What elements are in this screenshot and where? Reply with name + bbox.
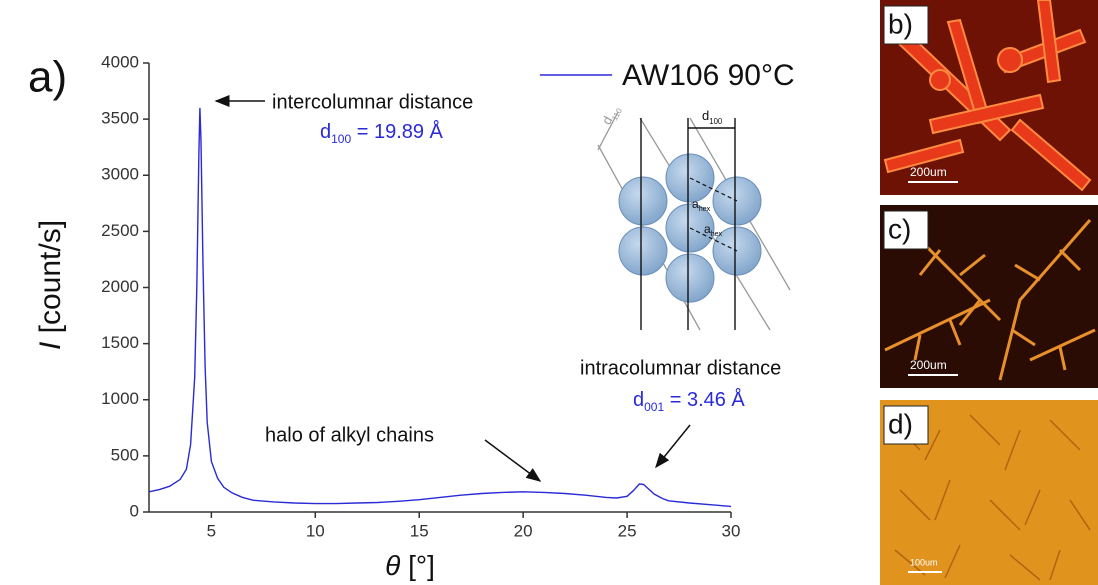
d-sub: 100 bbox=[709, 117, 723, 126]
d-value: = 3.46 Å bbox=[664, 388, 745, 411]
inset-label: d100 bbox=[702, 108, 723, 125]
a-sub: hex bbox=[711, 229, 723, 238]
y-tick-label: 4000 bbox=[101, 52, 139, 71]
panel-label: a) bbox=[28, 53, 67, 102]
annotation: intracolumnar distance bbox=[580, 357, 781, 379]
figure: a) I [count/s] θ [°] intercolumnar dista… bbox=[0, 0, 1098, 585]
d-symbol: d bbox=[633, 389, 644, 411]
x-label-unit: [°] bbox=[408, 550, 435, 581]
x-tick-label: 25 bbox=[618, 521, 637, 540]
a-sub: hex bbox=[699, 204, 711, 213]
d-symbol: d bbox=[702, 108, 709, 123]
y-axis-label: I [count/s] bbox=[34, 220, 67, 350]
y-label-symbol: I bbox=[34, 342, 67, 350]
panel-label: b) bbox=[888, 8, 913, 39]
y-tick-label: 1500 bbox=[101, 333, 139, 352]
x-tick-label: 15 bbox=[410, 521, 429, 540]
d-sub: 100 bbox=[331, 132, 351, 146]
inset-label: d110 bbox=[599, 102, 624, 128]
scale-label: 200um bbox=[910, 358, 947, 372]
annotation: d001 = 3.46 Å bbox=[633, 388, 745, 414]
x-tick-label: 30 bbox=[722, 521, 741, 540]
y-tick-label: 2000 bbox=[101, 277, 139, 296]
scale-label: 100um bbox=[910, 557, 938, 567]
legend-label: AW106 90°C bbox=[622, 59, 795, 92]
data-line bbox=[149, 108, 731, 507]
x-axis-label: θ [°] bbox=[385, 550, 435, 581]
scale-label: 200um bbox=[910, 165, 947, 179]
y-tick-label: 0 bbox=[130, 501, 139, 520]
x-tick-label: 20 bbox=[514, 521, 533, 540]
d-sub: 001 bbox=[644, 400, 664, 414]
d-symbol: d bbox=[320, 121, 331, 143]
y-tick-label: 1000 bbox=[101, 389, 139, 408]
panel-label: c) bbox=[888, 213, 911, 244]
d-value: = 19.89 Å bbox=[351, 120, 443, 143]
y-tick-label: 2500 bbox=[101, 221, 139, 240]
y-tick-label: 3500 bbox=[101, 109, 139, 128]
y-label-unit: [count/s] bbox=[34, 220, 67, 333]
x-tick-label: 10 bbox=[306, 521, 325, 540]
annotation-arrow bbox=[485, 440, 540, 481]
annotation: d100 = 19.89 Å bbox=[320, 120, 444, 146]
annotation-arrow bbox=[656, 425, 690, 467]
y-tick-label: 3000 bbox=[101, 165, 139, 184]
inset-diagram: d100 d110 ahex ahex bbox=[598, 102, 790, 330]
annotation: halo of alkyl chains bbox=[265, 424, 434, 446]
x-label-symbol: θ bbox=[385, 550, 400, 581]
panel-label: d) bbox=[888, 408, 913, 439]
x-tick-label: 5 bbox=[207, 521, 216, 540]
y-tick-label: 500 bbox=[111, 445, 139, 464]
annotation: intercolumnar distance bbox=[272, 91, 473, 113]
d-sub: 110 bbox=[610, 106, 624, 122]
